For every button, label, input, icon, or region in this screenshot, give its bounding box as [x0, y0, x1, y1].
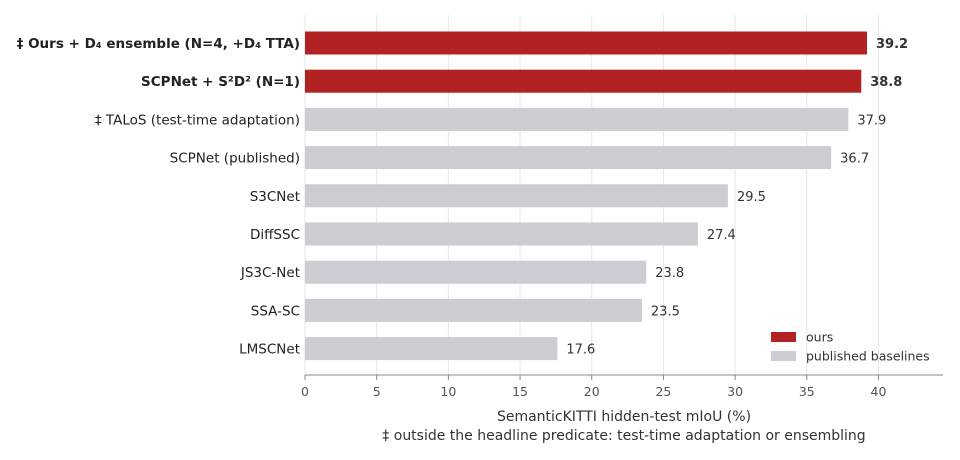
bar-2 [305, 108, 848, 131]
legend-swatch-0 [771, 332, 796, 342]
bar-5 [305, 223, 698, 246]
x-axis-title: SemanticKITTI hidden-test mIoU (%) [497, 409, 751, 425]
legend: ours published baselines [771, 330, 930, 364]
bar-7 [305, 299, 642, 322]
category-label-5: DiffSSC [250, 227, 300, 243]
bars [305, 32, 867, 361]
value-label-6: 23.8 [655, 266, 684, 281]
legend-label-0: ours [806, 330, 833, 345]
bar-0 [305, 32, 867, 55]
x-tick-label-5: 5 [373, 384, 381, 399]
value-label-7: 23.5 [651, 304, 680, 319]
x-tick-label-40: 40 [871, 384, 887, 399]
footnote: ‡ outside the headline predicate: test-t… [382, 428, 865, 444]
category-label-1: SCPNet + S²D² (N=1) [141, 74, 300, 90]
bar-3 [305, 146, 831, 169]
category-label-2: ‡ TALoS (test-time adaptation) [95, 112, 300, 128]
category-label-4: S3CNet [250, 189, 300, 205]
legend-swatch-1 [771, 351, 796, 361]
bar-4 [305, 184, 728, 207]
value-label-1: 38.8 [870, 75, 902, 90]
x-tick-label-15: 15 [512, 384, 528, 399]
value-label-2: 37.9 [857, 113, 886, 128]
category-label-0: ‡ Ours + D₄ ensemble (N=4, +D₄ TTA) [17, 36, 300, 52]
legend-label-1: published baselines [806, 349, 930, 364]
category-label-6: JS3C-Net [240, 265, 300, 281]
x-tick-label-30: 30 [727, 384, 743, 399]
value-label-0: 39.2 [876, 37, 908, 52]
category-label-8: LMSCNet [239, 342, 300, 358]
bar-8 [305, 337, 557, 360]
category-label-3: SCPNet (published) [170, 151, 300, 167]
value-label-4: 29.5 [737, 190, 766, 205]
x-tick-label-20: 20 [584, 384, 600, 399]
bar-6 [305, 261, 646, 284]
x-tick-label-35: 35 [799, 384, 815, 399]
category-label-7: SSA-SC [251, 303, 300, 319]
value-label-8: 17.6 [566, 343, 595, 358]
x-tick-label-10: 10 [440, 384, 456, 399]
value-label-5: 27.4 [707, 228, 736, 243]
x-axis: 0 5 10 15 20 25 30 35 40 [301, 375, 943, 399]
bar-1 [305, 70, 861, 93]
x-tick-label-25: 25 [655, 384, 671, 399]
value-label-3: 36.7 [840, 152, 869, 167]
x-tick-label-0: 0 [301, 384, 309, 399]
